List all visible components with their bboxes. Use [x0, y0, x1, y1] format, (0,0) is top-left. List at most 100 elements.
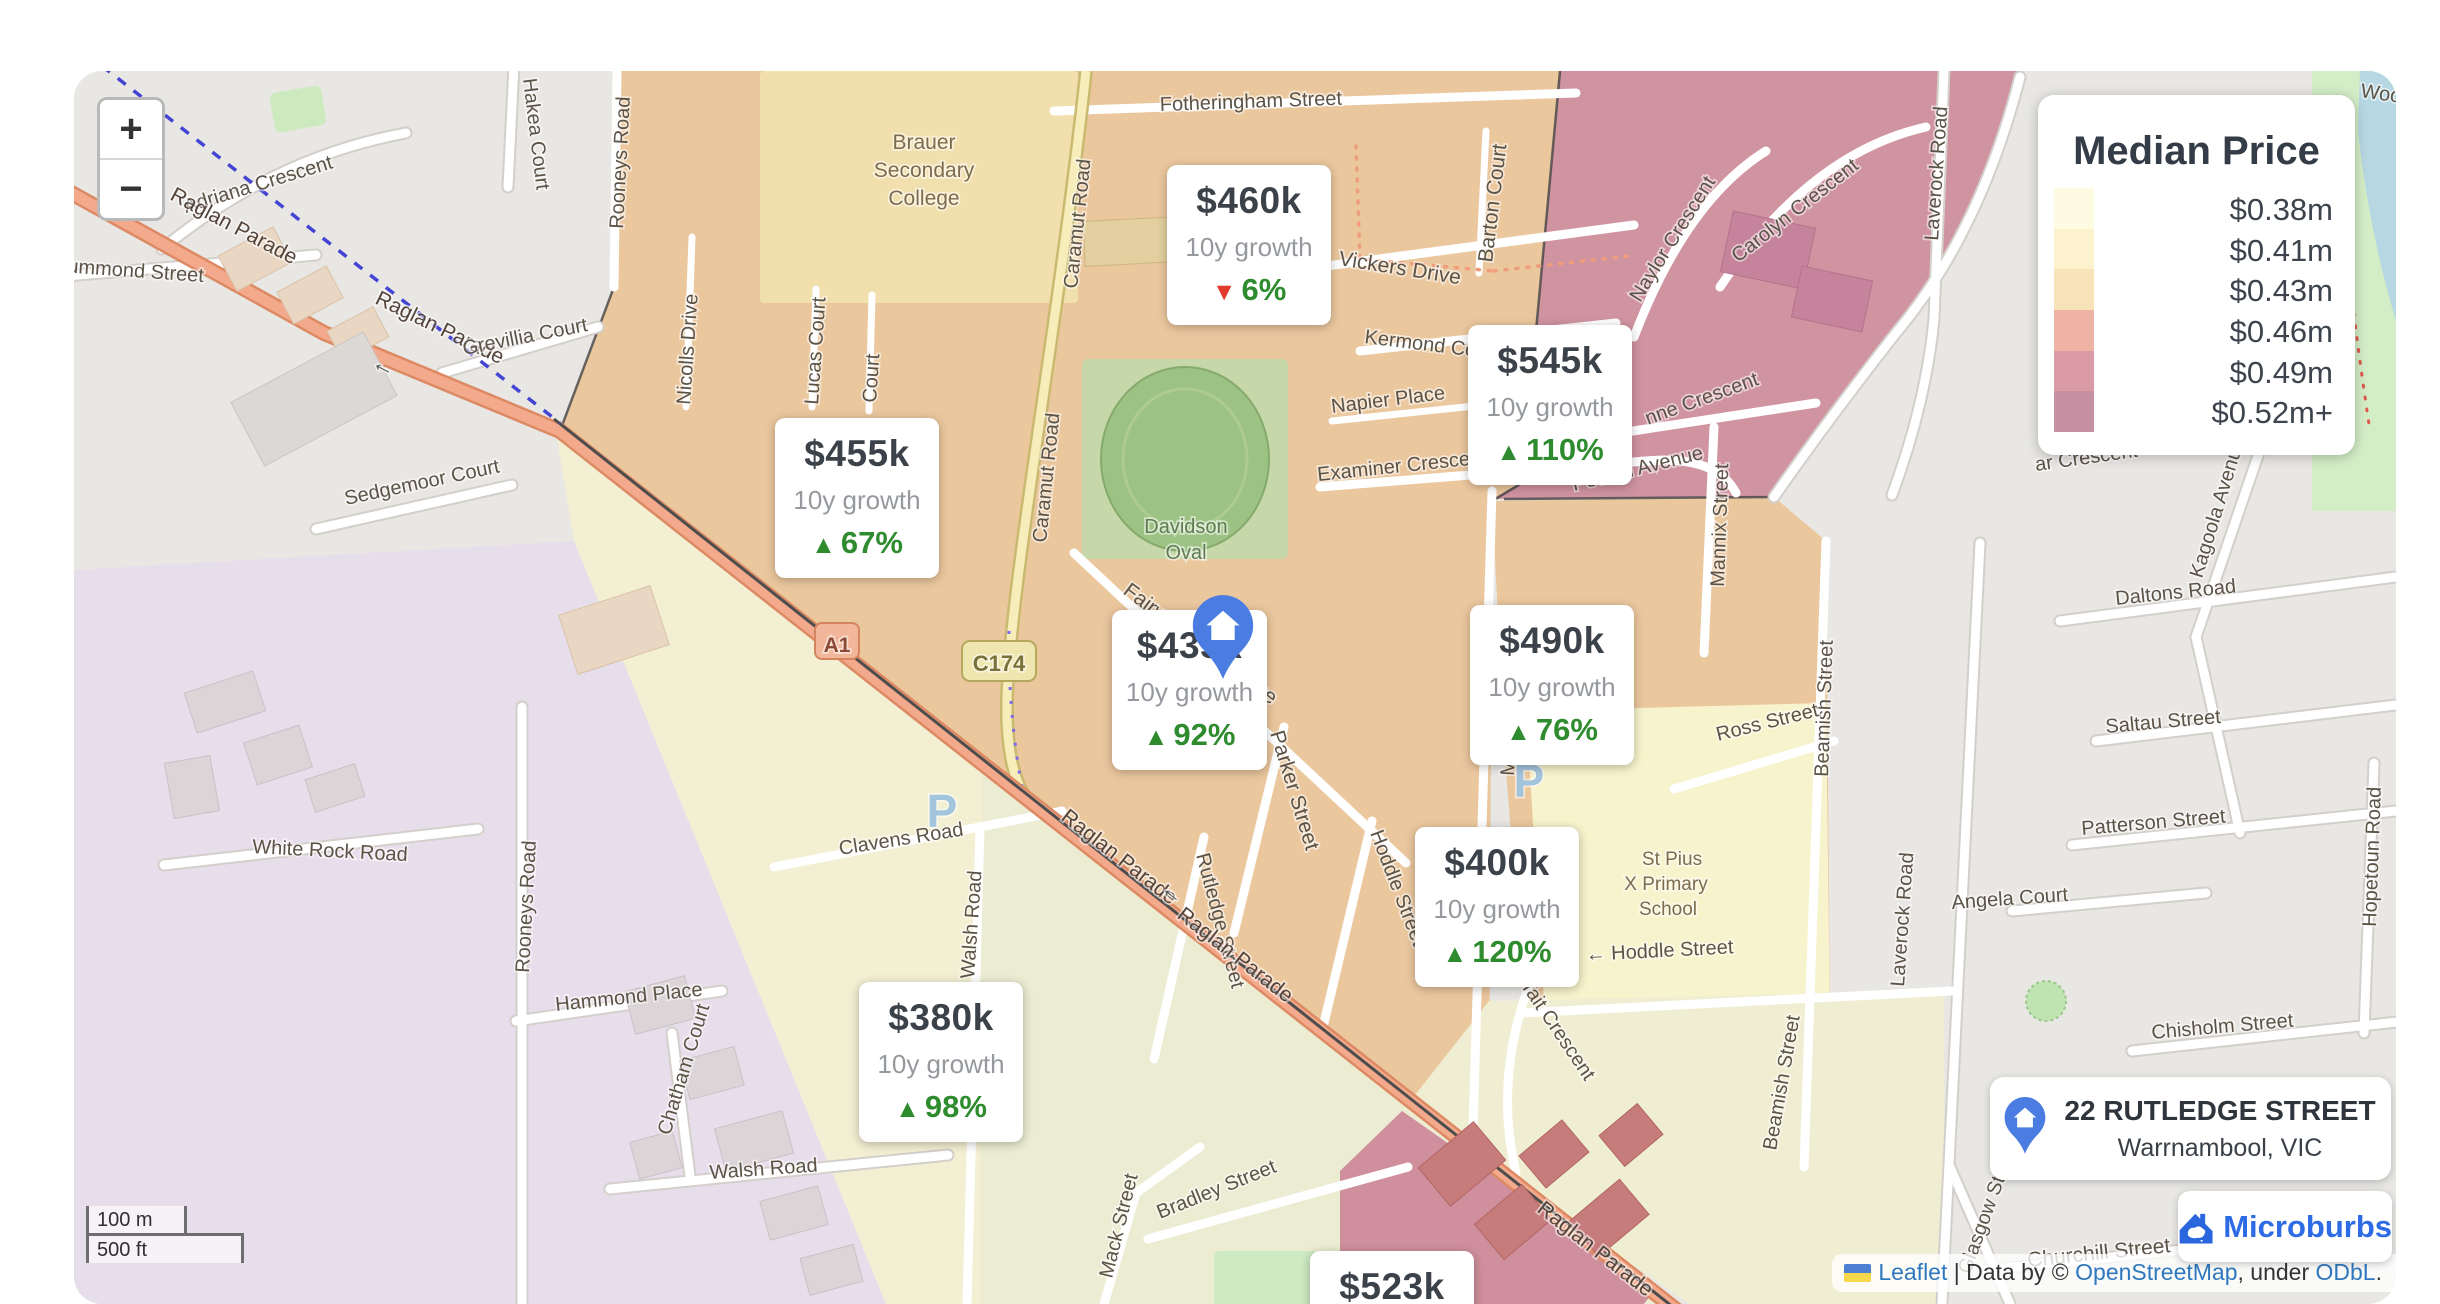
park-south: [1214, 1251, 1319, 1304]
growth-label: 10y growth: [1185, 232, 1313, 262]
school-grounds-brauer: [760, 71, 1078, 303]
legend-label: $0.52m+: [2211, 395, 2333, 431]
growth-value: ▲ 92%: [1143, 717, 1236, 752]
leaflet-link[interactable]: Leaflet: [1878, 1259, 1948, 1285]
trend-up-icon: ▲: [1496, 438, 1522, 466]
property-pin[interactable]: [1186, 593, 1260, 683]
address-pin-icon: [2000, 1095, 2050, 1162]
legend-row: $0.41m: [2038, 228, 2355, 270]
osm-link[interactable]: OpenStreetMap: [2075, 1259, 2238, 1285]
growth-value: ▲ 76%: [1506, 712, 1598, 747]
footpath: [1354, 144, 1496, 273]
route-badge-c174: [961, 640, 1037, 682]
growth-label: 10y growth: [793, 485, 921, 515]
legend-label: $0.49m: [2229, 354, 2333, 390]
legend-row: $0.52m+: [2038, 391, 2355, 433]
growth-value: ▲ 67%: [811, 525, 903, 560]
median-price: $400k: [1444, 842, 1550, 883]
zoom-in-button[interactable]: +: [100, 100, 162, 158]
legend-swatch: [2054, 310, 2094, 352]
legend-label: $0.43m: [2229, 273, 2333, 309]
price-marker[interactable]: $490k 10y growth ▲ 76%: [1470, 605, 1634, 765]
growth-label: 10y growth: [1125, 677, 1254, 707]
trend-up-icon: ▲: [1442, 940, 1468, 968]
median-price: $523k: [1339, 1266, 1445, 1304]
odbl-link[interactable]: ODbL: [2315, 1259, 2376, 1285]
davidson-oval: [1100, 366, 1270, 552]
microburbs-logo-icon: [2179, 1213, 2213, 1243]
property-address: 22 RUTLEDGE STREET: [2064, 1094, 2376, 1126]
street-label: St Pius: [1642, 849, 1702, 870]
street-label: C174: [973, 651, 1026, 676]
legend-row: $0.38m: [2038, 188, 2355, 229]
street-label: Secondary: [874, 159, 975, 182]
legend-swatch: [2054, 350, 2094, 392]
street-label: P: [927, 785, 958, 837]
price-marker[interactable]: $400k 10y growth ▲ 120%: [1415, 827, 1579, 987]
median-price-legend: Median Price $0.38m $0.41m $0.43m $0.46m $0.…: [2038, 95, 2355, 455]
street-label: Davidson: [1144, 516, 1227, 538]
buildings: [163, 210, 1874, 1296]
growth-label: 10y growth: [1433, 894, 1561, 924]
footpath: [1492, 254, 1631, 273]
raglan-parade: [74, 188, 1678, 1304]
railway-dashed: [105, 71, 562, 425]
median-price: $380k: [888, 997, 994, 1038]
growth-label: 10y growth: [1488, 672, 1616, 702]
price-marker[interactable]: $545k 10y growth ▲ 110%: [1468, 325, 1632, 485]
street-label: Court: [859, 353, 884, 404]
growth-label: 10y growth: [877, 1049, 1005, 1079]
legend-label: $0.38m: [2229, 192, 2333, 227]
legend-row: $0.43m: [2038, 269, 2355, 311]
legend-label: $0.41m: [2229, 232, 2333, 268]
caramut-road: [1002, 71, 1091, 802]
trend-down-icon: ▼: [1211, 278, 1237, 306]
route-badge-a1: [814, 622, 860, 660]
home-icon: [1206, 610, 1240, 640]
region-orange-west: [560, 71, 1560, 1162]
street-label: College: [888, 187, 959, 210]
trend-up-icon: ▲: [1143, 723, 1169, 751]
region-yellow-school: [1526, 703, 1830, 1033]
street-label: Mannix Street: [1707, 463, 1733, 588]
trend-up-icon: ▲: [811, 531, 836, 559]
map-canvas[interactable]: Adriana Crescent Hakea Court Drummond Stre…: [74, 71, 2396, 1304]
legend-label: $0.46m: [2229, 314, 2333, 350]
scale-control: 100 m 500 ft: [86, 1206, 244, 1263]
zoom-control: + −: [97, 97, 165, 221]
street-label: X Primary: [1624, 874, 1708, 895]
property-address-card: 22 RUTLEDGE STREET Warrnambool, VIC: [1990, 1077, 2391, 1180]
price-marker[interactable]: $523k: [1310, 1251, 1474, 1304]
street-label: Brauer: [892, 131, 955, 154]
median-price: $545k: [1497, 340, 1603, 381]
growth-value: ▼ 6%: [1211, 272, 1287, 307]
legend-swatch: [2054, 228, 2094, 270]
property-suburb: Warrnambool, VIC: [2117, 1133, 2323, 1162]
zoom-out-button[interactable]: −: [100, 158, 162, 218]
legend-swatch: [2054, 391, 2094, 433]
growth-label: 10y growth: [1486, 392, 1614, 422]
oval-track: [1121, 387, 1249, 531]
legend-swatch: [2054, 188, 2094, 229]
park-small-nw: [269, 85, 327, 133]
legend-row: $0.46m: [2038, 310, 2355, 352]
ukraine-flag-icon: [1844, 1264, 1872, 1282]
price-marker[interactable]: $455k 10y growth ▲ 67%: [775, 418, 939, 578]
scale-metric: 100 m: [86, 1206, 187, 1236]
growth-value: ▲ 120%: [1442, 934, 1552, 969]
street-label: A1: [824, 634, 851, 657]
microburbs-brand[interactable]: Microburbs: [2178, 1191, 2392, 1262]
price-marker[interactable]: $460k 10y growth ▼ 6%: [1167, 165, 1331, 325]
median-price: $460k: [1196, 180, 1302, 221]
legend-swatch: [2054, 269, 2094, 311]
legend-row: $0.49m: [2038, 350, 2355, 392]
legend-title: Median Price: [2073, 129, 2320, 173]
median-price: $490k: [1499, 620, 1605, 661]
price-marker[interactable]: $380k 10y growth ▲ 98%: [859, 982, 1023, 1142]
park-dot-east: [2025, 980, 2067, 1022]
brand-name: Microburbs: [2223, 1208, 2392, 1244]
trend-up-icon: ▲: [895, 1095, 920, 1123]
street-label: Oval: [1165, 542, 1206, 564]
water: [2358, 71, 2396, 321]
legend-rows: $0.38m $0.41m $0.43m $0.46m $0.49m $0.52m+: [2038, 188, 2355, 433]
